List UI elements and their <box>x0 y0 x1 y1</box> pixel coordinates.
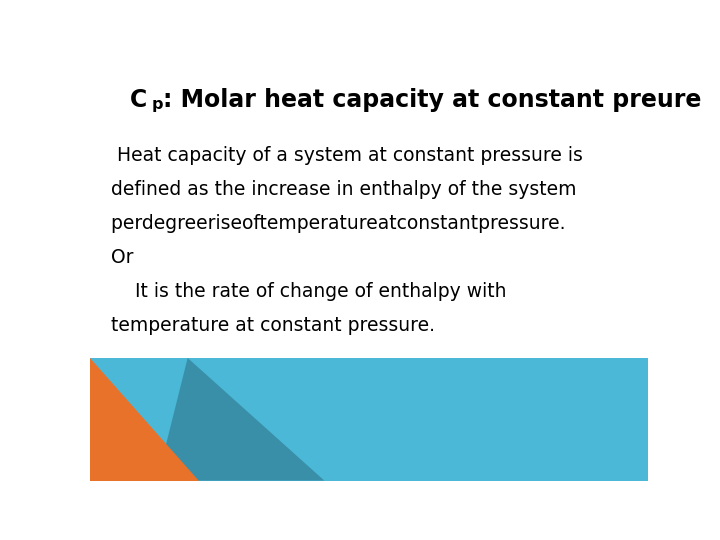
Polygon shape <box>157 358 324 481</box>
Text: Heat capacity of a system at constant pressure is: Heat capacity of a system at constant pr… <box>111 146 583 165</box>
Text: p: p <box>151 97 163 112</box>
Text: Or: Or <box>111 248 134 267</box>
Text: It is the rate of change of enthalpy with: It is the rate of change of enthalpy wit… <box>111 282 507 301</box>
Text: defined as the increase in enthalpy of the system: defined as the increase in enthalpy of t… <box>111 180 577 199</box>
Text: perdegreerise​oftemperatureatconstantpressure.: perdegreerise​oftemperatureatconstantpre… <box>111 214 566 233</box>
Polygon shape <box>90 358 199 481</box>
FancyBboxPatch shape <box>90 358 648 481</box>
Text: : Molar heat capacity at constant preure: : Molar heat capacity at constant preure <box>163 87 701 112</box>
Text: temperature at constant pressure.: temperature at constant pressure. <box>111 316 435 335</box>
Text: C: C <box>130 87 148 112</box>
